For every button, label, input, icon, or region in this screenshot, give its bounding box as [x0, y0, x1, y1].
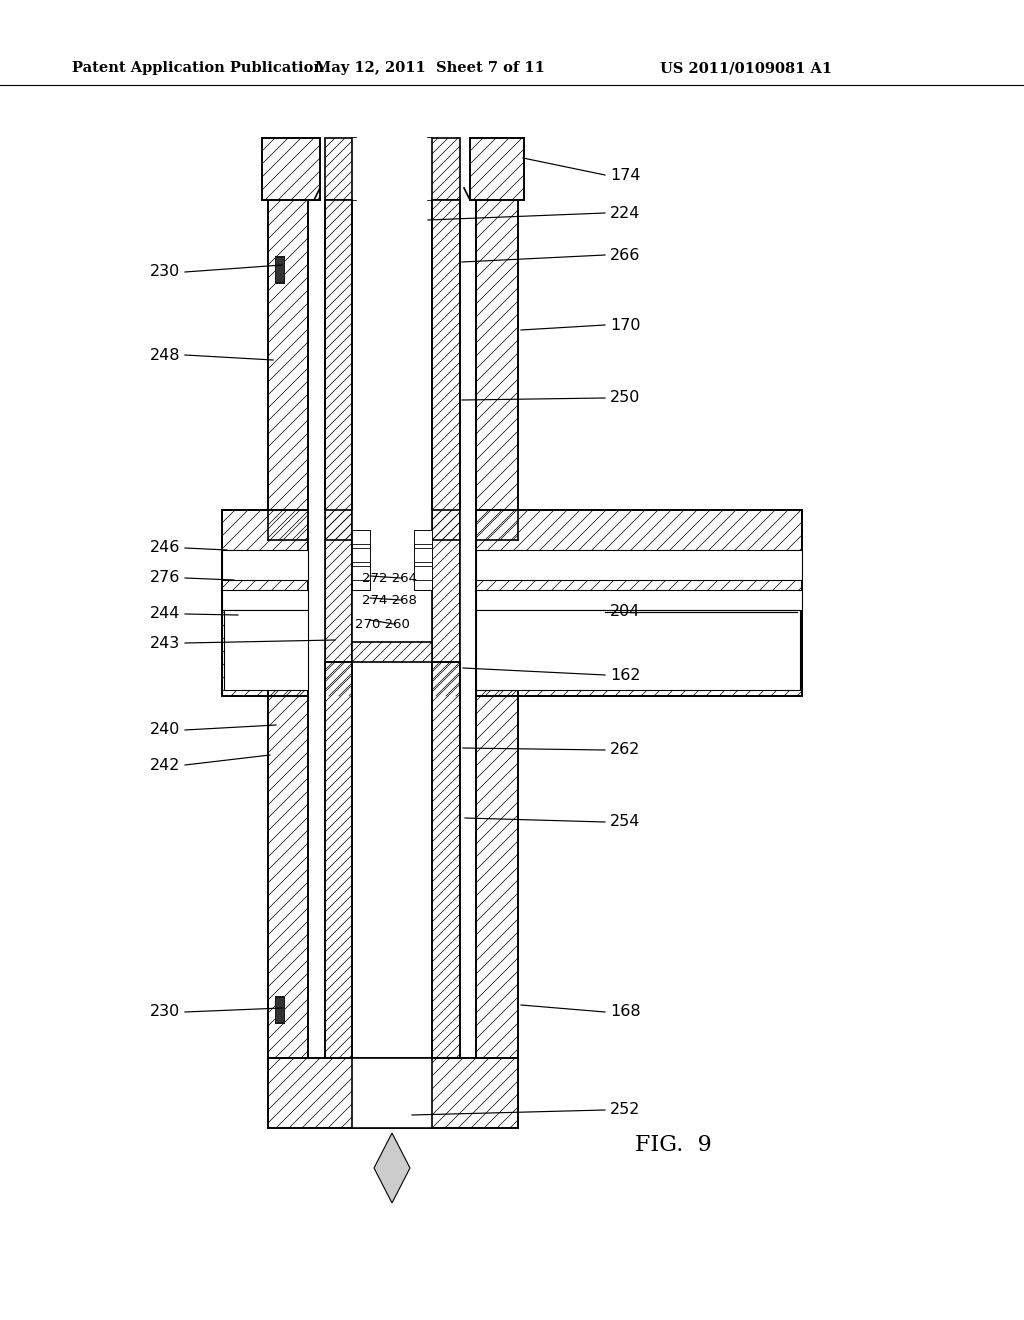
Bar — [476, 550, 802, 579]
Bar — [275, 997, 285, 1024]
Bar — [325, 201, 352, 540]
Bar — [222, 510, 308, 696]
Text: 270 260: 270 260 — [355, 618, 410, 631]
Bar — [428, 139, 460, 201]
Text: 274 268: 274 268 — [362, 594, 417, 606]
Bar — [352, 531, 370, 590]
Bar — [460, 663, 476, 1059]
Bar — [476, 510, 802, 696]
Bar — [432, 201, 460, 540]
Bar — [476, 201, 518, 540]
Bar — [352, 531, 370, 590]
Text: 230: 230 — [150, 264, 180, 280]
Bar — [352, 663, 432, 1059]
Bar — [308, 510, 325, 696]
Text: 168: 168 — [610, 1005, 641, 1019]
Text: 252: 252 — [610, 1102, 640, 1118]
Text: US 2011/0109081 A1: US 2011/0109081 A1 — [660, 61, 833, 75]
Bar — [414, 566, 432, 579]
Text: 246: 246 — [150, 540, 180, 556]
Text: 276: 276 — [150, 570, 180, 586]
Polygon shape — [374, 1133, 410, 1203]
Bar — [460, 201, 476, 540]
Bar — [414, 548, 432, 562]
Text: 254: 254 — [610, 814, 640, 829]
Bar — [275, 256, 285, 284]
Bar — [476, 510, 802, 696]
Bar — [268, 1059, 518, 1129]
Bar — [262, 139, 319, 201]
Text: 242: 242 — [150, 758, 180, 772]
Text: 240: 240 — [150, 722, 180, 738]
Text: 204: 204 — [610, 605, 640, 619]
Bar — [352, 201, 432, 540]
Bar — [414, 531, 432, 590]
Text: 244: 244 — [150, 606, 180, 622]
Bar — [268, 663, 308, 1059]
Bar — [352, 139, 432, 201]
Bar — [325, 139, 356, 201]
Text: Patent Application Publication: Patent Application Publication — [72, 61, 324, 75]
Bar — [414, 531, 432, 544]
Bar — [308, 201, 325, 540]
Bar — [325, 663, 352, 1059]
Bar — [432, 510, 460, 696]
Text: 230: 230 — [150, 1005, 180, 1019]
Bar — [352, 566, 370, 579]
Bar — [352, 531, 370, 544]
Bar — [476, 610, 800, 690]
Text: 224: 224 — [610, 206, 640, 220]
Text: FIG.  9: FIG. 9 — [635, 1134, 712, 1156]
Bar — [276, 257, 284, 282]
Bar — [352, 1059, 432, 1129]
Text: 272 264: 272 264 — [362, 572, 417, 585]
Text: 250: 250 — [610, 391, 640, 405]
Bar — [476, 663, 518, 1059]
Bar — [268, 201, 308, 540]
Text: May 12, 2011  Sheet 7 of 11: May 12, 2011 Sheet 7 of 11 — [315, 61, 545, 75]
Bar — [325, 510, 352, 696]
Bar — [460, 510, 476, 696]
Text: 170: 170 — [610, 318, 640, 333]
Text: 266: 266 — [610, 248, 640, 263]
Text: 262: 262 — [610, 742, 640, 758]
Bar — [276, 998, 284, 1022]
Bar — [432, 663, 460, 1059]
Text: 248: 248 — [150, 347, 180, 363]
Text: 174: 174 — [610, 168, 640, 182]
Bar — [222, 550, 308, 579]
Bar — [414, 531, 432, 590]
Bar — [352, 548, 370, 562]
Text: 243: 243 — [150, 635, 180, 651]
Bar — [222, 510, 308, 696]
Bar — [224, 610, 308, 690]
Bar — [352, 642, 432, 663]
Bar — [476, 590, 802, 610]
Bar — [352, 510, 432, 696]
Text: 162: 162 — [610, 668, 640, 682]
Bar — [470, 139, 524, 201]
Bar — [308, 663, 325, 1059]
Bar — [222, 590, 308, 610]
